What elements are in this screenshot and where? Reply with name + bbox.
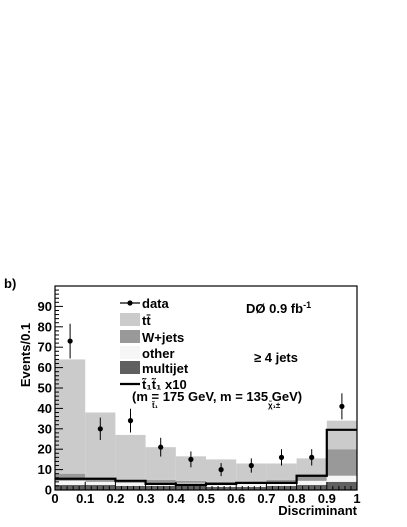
- bar-tt-bin-7: [266, 463, 297, 480]
- y-tick-label-1: 10: [38, 462, 52, 477]
- bar-tt-bin-6: [236, 463, 267, 482]
- x-tick-label-10: 1: [353, 491, 360, 506]
- data-point-6: [248, 462, 254, 469]
- bar-multijet-bin-7: [266, 485, 297, 490]
- x-tick-label-2: 0.2: [106, 491, 124, 506]
- data-point-3: [158, 444, 164, 450]
- x-tick-label-5: 0.5: [197, 491, 215, 506]
- legend-entry-3: other: [120, 346, 175, 361]
- bar-wjets-bin-4: [175, 480, 206, 483]
- data-point-1: [97, 426, 103, 432]
- data-point-9: [339, 403, 345, 409]
- data-point-5: [218, 467, 224, 473]
- x-axis-ticks: 0 0.1 0.2 0.3 0.4 0.5 0.6 0.7 0.8 0.9 1: [51, 482, 361, 506]
- legend-entry-5: t̃₁t̃₁ x10: [120, 377, 187, 392]
- panel-label: b): [4, 276, 16, 291]
- x-axis-title: Discriminant: [278, 503, 357, 518]
- bar-wjets-bin-3: [145, 479, 176, 483]
- x-tick-label-0: 0: [51, 491, 58, 506]
- bar-multijet-bin-6: [236, 486, 267, 490]
- bar-multijet-bin-3: [145, 485, 176, 490]
- y-tick-label-4: 40: [38, 401, 52, 416]
- bar-other-bin-6: [236, 483, 267, 487]
- bar-tt-bin-0: [55, 359, 86, 474]
- bar-other-bin-1: [85, 481, 116, 485]
- y-tick-label-8: 80: [38, 319, 52, 334]
- bar-other-bin-5: [206, 483, 237, 487]
- bar-other-bin-7: [266, 482, 297, 486]
- y-tick-label-0: 0: [45, 483, 52, 498]
- legend-swatch: [120, 361, 140, 374]
- bar-other-bin-8: [296, 480, 327, 485]
- legend-note-subscript-1: t̃₁: [152, 401, 159, 410]
- y-tick-label-5: 50: [38, 381, 52, 396]
- bar-wjets-bin-7: [266, 479, 297, 483]
- x-tick-label-3: 0.3: [137, 491, 155, 506]
- bar-multijet-bin-4: [175, 485, 206, 490]
- bar-multijet-bin-1: [85, 484, 116, 490]
- x-tick-label-9: 0.9: [318, 491, 336, 506]
- y-tick-label-6: 60: [38, 360, 52, 375]
- bar-other-bin-2: [115, 482, 146, 486]
- bar-multijet-bin-5: [206, 486, 237, 490]
- jets-label: ≥ 4 jets: [254, 350, 298, 365]
- y-tick-label-7: 70: [38, 340, 52, 355]
- legend-entry-2: W+jets: [120, 330, 184, 345]
- y-tick-label-9: 90: [38, 299, 52, 314]
- x-tick-label-1: 0.1: [76, 491, 94, 506]
- legend-entry-4: multijet: [120, 361, 189, 376]
- legend-entry-1: tt̄: [120, 313, 151, 328]
- bar-tt-bin-9: [326, 420, 357, 450]
- legend-swatch: [120, 330, 140, 343]
- y-axis-ticks: 0 10 20 30 40 50 60 70 80 90: [38, 289, 63, 498]
- legend-entry-0: data: [120, 296, 170, 311]
- legend-label-5: t̃₁t̃₁ x10: [142, 377, 187, 392]
- y-tick-label-2: 20: [38, 442, 52, 457]
- legend-label-1: tt̄: [142, 313, 151, 328]
- legend-swatch: [120, 346, 140, 359]
- legend-signal-note: (m = 175 GeV, m = 135 GeV): [132, 389, 302, 404]
- bar-other-bin-9: [326, 475, 357, 482]
- data-point-0: [67, 338, 73, 344]
- legend-swatch: [120, 313, 140, 326]
- legend-label-0: data: [142, 296, 170, 311]
- bar-multijet-bin-0: [55, 484, 86, 490]
- x-tick-label-6: 0.6: [227, 491, 245, 506]
- bar-tt-bin-2: [115, 434, 146, 480]
- bar-multijet-bin-9: [326, 481, 357, 490]
- data-point-2: [127, 418, 134, 424]
- data-point-4: [188, 456, 194, 462]
- x-tick-label-8: 0.8: [288, 491, 306, 506]
- bar-multijet-bin-2: [115, 485, 146, 490]
- plot-area: 0 0.1 0.2 0.3 0.4 0.5 0.6 0.7 0.8 0.9 1 0 10 20 30 40 5…: [38, 285, 361, 506]
- legend-label-2: W+jets: [142, 330, 184, 345]
- x-tick-label-4: 0.4: [167, 491, 186, 506]
- bar-wjets-bin-9: [326, 449, 357, 476]
- legend-label-3: other: [142, 346, 175, 361]
- y-axis-title: Events/0.1: [18, 323, 33, 387]
- experiment-label: DØ 0.9 fb-1: [246, 300, 311, 316]
- bar-other-bin-0: [55, 480, 86, 485]
- legend-data-marker: [127, 300, 133, 306]
- y-tick-label-3: 30: [38, 421, 52, 436]
- bar-wjets-bin-0: [55, 473, 86, 481]
- legend-label-4: multijet: [142, 361, 189, 376]
- data-point-7: [278, 454, 285, 460]
- data-points: [67, 323, 345, 477]
- annotations: DØ 0.9 fb-1 ≥ 4 jets: [246, 300, 311, 365]
- bar-multijet-bin-8: [296, 484, 327, 490]
- data-point-8: [309, 454, 315, 460]
- x-tick-label-7: 0.7: [257, 491, 275, 506]
- legend-note-subscript-2: χ̃₁±: [268, 401, 281, 410]
- bar-wjets-bin-8: [296, 474, 327, 481]
- bar-tt-bin-8: [296, 458, 327, 475]
